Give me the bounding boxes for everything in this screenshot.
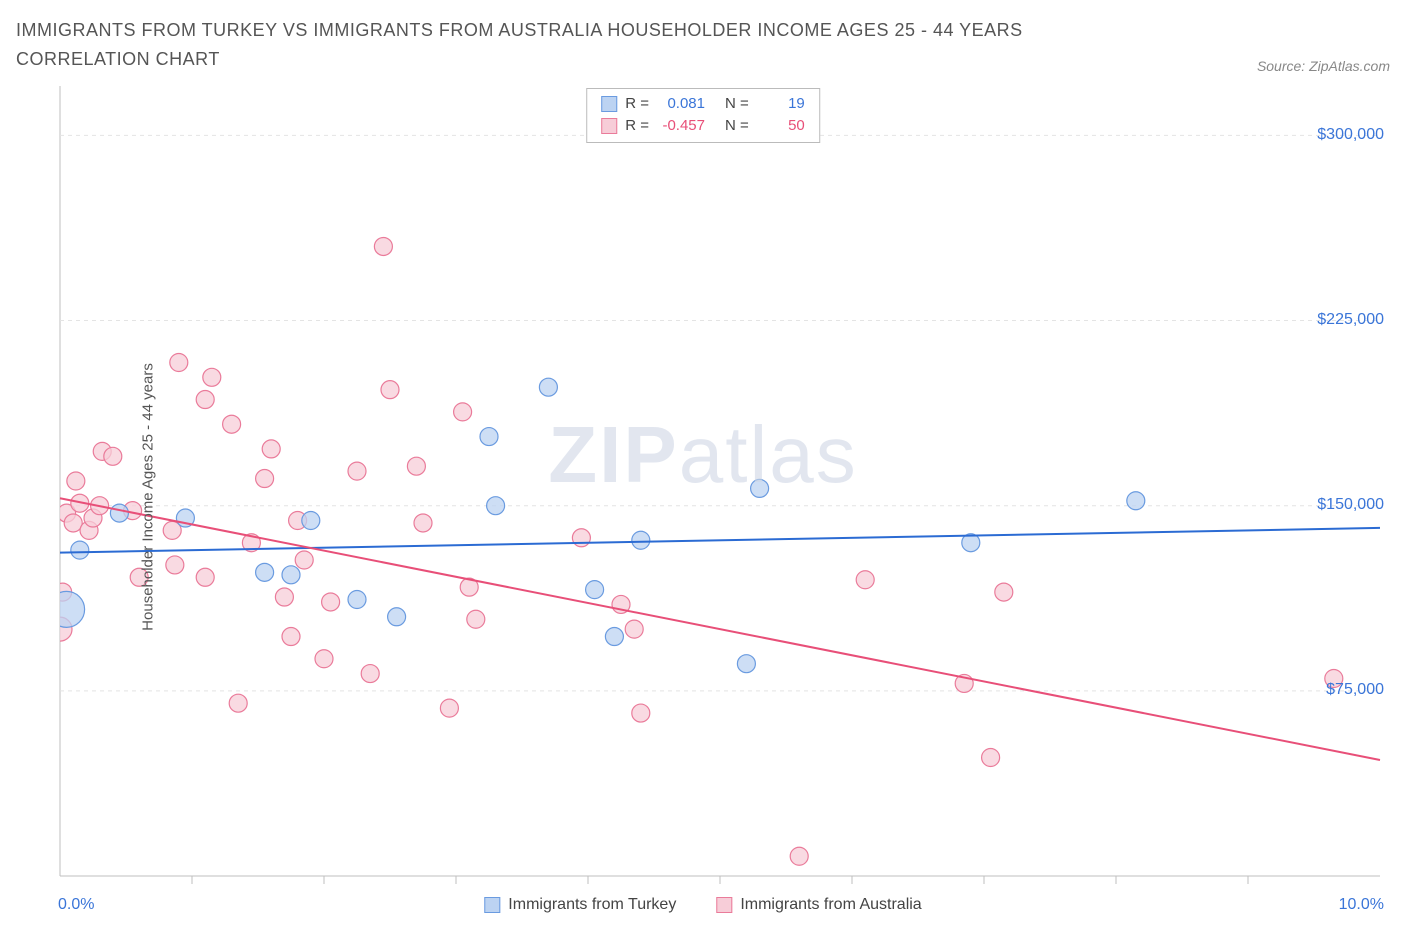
chart-title: IMMIGRANTS FROM TURKEY VS IMMIGRANTS FRO… [16,16,1116,74]
stats-row-australia: R = -0.457 N = 50 [601,115,805,138]
r-value-turkey: 0.081 [657,93,705,116]
scatter-chart [16,82,1390,912]
y-tick-label: $150,000 [1317,496,1384,514]
x-axis-min-label: 0.0% [58,896,94,914]
swatch-turkey [601,96,617,112]
swatch-australia [601,118,617,134]
source-label: Source: ZipAtlas.com [1257,58,1390,74]
series-legend: Immigrants from Turkey Immigrants from A… [484,896,921,914]
r-value-australia: -0.457 [657,115,705,138]
n-value-australia: 50 [757,115,805,138]
x-axis-max-label: 10.0% [1339,896,1384,914]
y-tick-label: $225,000 [1317,311,1384,329]
stats-row-turkey: R = 0.081 N = 19 [601,93,805,116]
legend-item-australia: Immigrants from Australia [716,896,921,914]
swatch-australia-icon [716,897,732,913]
y-tick-label: $300,000 [1317,126,1384,144]
y-axis-label: Householder Income Ages 25 - 44 years [139,363,156,631]
chart-container: Householder Income Ages 25 - 44 years ZI… [16,82,1390,912]
legend-item-turkey: Immigrants from Turkey [484,896,676,914]
y-tick-label: $75,000 [1326,681,1384,699]
stats-legend: R = 0.081 N = 19 R = -0.457 N = 50 [586,88,820,143]
swatch-turkey-icon [484,897,500,913]
n-value-turkey: 19 [757,93,805,116]
